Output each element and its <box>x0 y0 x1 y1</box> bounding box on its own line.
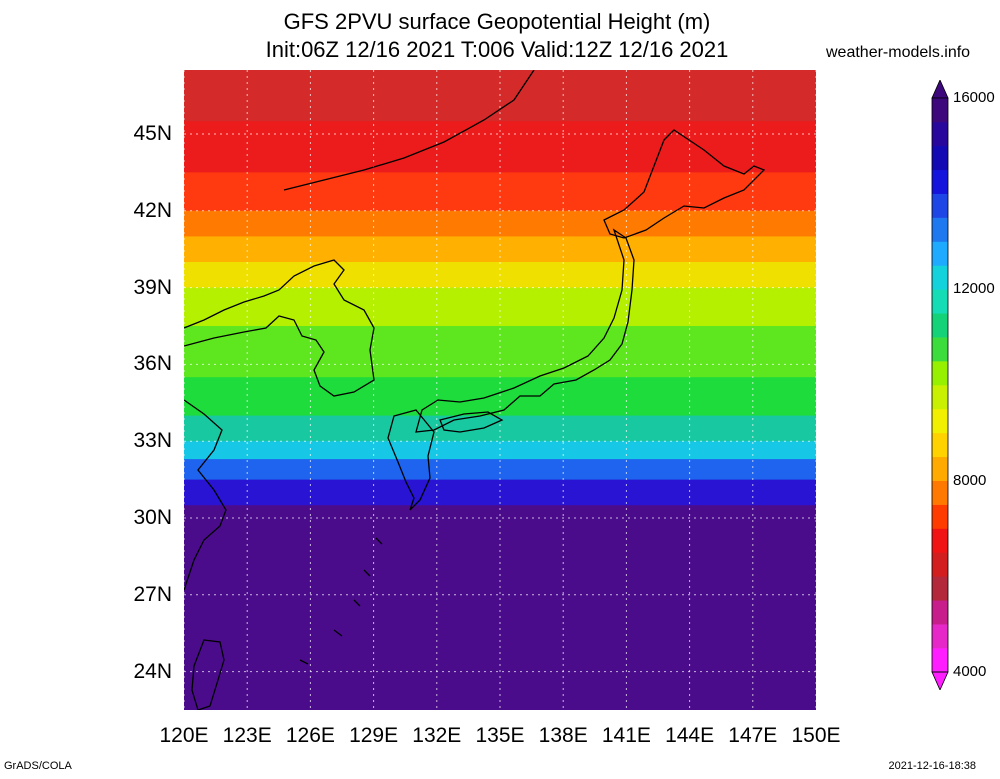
coastlines <box>184 70 766 710</box>
lon-tick-label: 138E <box>538 724 588 747</box>
colorbar-swatch <box>932 504 948 529</box>
colorbar-swatch <box>932 289 948 314</box>
colorbar-swatch <box>932 217 948 242</box>
field-band <box>184 479 816 506</box>
colorbar-label: 4000 <box>953 663 987 680</box>
colorbar-swatch <box>932 361 948 386</box>
lat-tick-label: 24N <box>133 659 172 683</box>
field-band <box>184 287 816 327</box>
colorbar-swatch <box>932 624 948 649</box>
colorbar-swatch <box>932 456 948 481</box>
colorbar-swatch <box>932 385 948 410</box>
colorbar-label: 8000 <box>953 471 987 489</box>
colorbar-label: 12000 <box>953 280 995 298</box>
lat-tick-label: 33N <box>133 429 172 453</box>
lat-tick-label: 45N <box>133 122 172 145</box>
field-band <box>184 326 816 378</box>
colorbar-swatch <box>932 600 948 625</box>
footer-credit: GrADS/COLA <box>4 760 72 772</box>
colorbar-swatch <box>932 313 948 338</box>
coastline-honshu <box>415 228 635 433</box>
lat-tick-label: 39N <box>133 275 172 299</box>
coastline-shikoku <box>439 411 504 433</box>
coastline-hokkaido <box>603 129 766 239</box>
colorbar-swatch <box>932 98 948 123</box>
graticule <box>184 70 816 710</box>
lon-tick-label: 147E <box>728 724 778 747</box>
lon-tick-label: 132E <box>412 724 462 747</box>
field-bands <box>184 70 816 710</box>
field-band <box>184 441 816 460</box>
colorbar-label: 16000 <box>953 89 995 106</box>
lat-tick-label: 30N <box>133 506 172 529</box>
coastline-china <box>184 399 227 591</box>
colorbar-swatch <box>932 193 948 218</box>
coastline-russia <box>283 70 535 191</box>
footer-timestamp: 2021-12-16-18:38 <box>888 760 976 772</box>
coastline-ryukyu <box>299 537 383 665</box>
lon-tick-label: 126E <box>285 724 335 747</box>
lat-tick-label: 36N <box>133 352 172 376</box>
colorbar-swatch <box>932 169 948 194</box>
colorbar-outline <box>931 97 949 673</box>
field-band <box>184 236 816 263</box>
colorbar-swatch <box>932 337 948 362</box>
lon-tick-label: 150E <box>791 724 841 747</box>
coastline-taiwan <box>191 639 225 710</box>
coastline-kyushu <box>387 409 435 511</box>
map-canvas <box>184 70 816 710</box>
chart-title: GFS 2PVU surface Geopotential Height (m) <box>283 9 711 34</box>
colorbar-swatch <box>932 121 948 147</box>
colorbar-max-arrow <box>931 80 949 99</box>
colorbar-swatch <box>932 576 948 601</box>
lon-tick-label: 129E <box>349 724 399 747</box>
lon-tick-label: 123E <box>222 724 272 747</box>
lon-tick-label: 135E <box>475 724 525 747</box>
site-label: weather-models.info <box>826 44 971 61</box>
colorbar-swatch <box>932 265 948 290</box>
field-band <box>184 505 816 710</box>
colorbar-swatch <box>932 480 948 505</box>
field-band <box>184 459 816 481</box>
lon-tick-label: 120E <box>159 724 209 747</box>
coastline-korea <box>184 259 375 397</box>
lon-tick-label: 144E <box>665 724 715 747</box>
colorbar-swatch <box>932 432 948 458</box>
colorbar-swatch <box>932 145 948 171</box>
colorbar-swatch <box>932 528 948 553</box>
lon-tick-label: 141E <box>601 724 651 747</box>
lat-tick-label: 42N <box>133 198 172 222</box>
map-plot <box>184 70 816 710</box>
colorbar-swatch <box>932 648 948 673</box>
chart-subtitle: Init:06Z 12/16 2021 T:006 Valid:12Z 12/1… <box>265 37 729 62</box>
colorbar-swatch <box>932 241 948 266</box>
colorbar-swatch <box>932 408 948 434</box>
colorbar <box>931 80 949 690</box>
colorbar-min-arrow <box>931 671 949 690</box>
lat-tick-label: 27N <box>133 582 172 606</box>
colorbar-swatch <box>932 552 948 577</box>
field-band <box>184 121 816 173</box>
